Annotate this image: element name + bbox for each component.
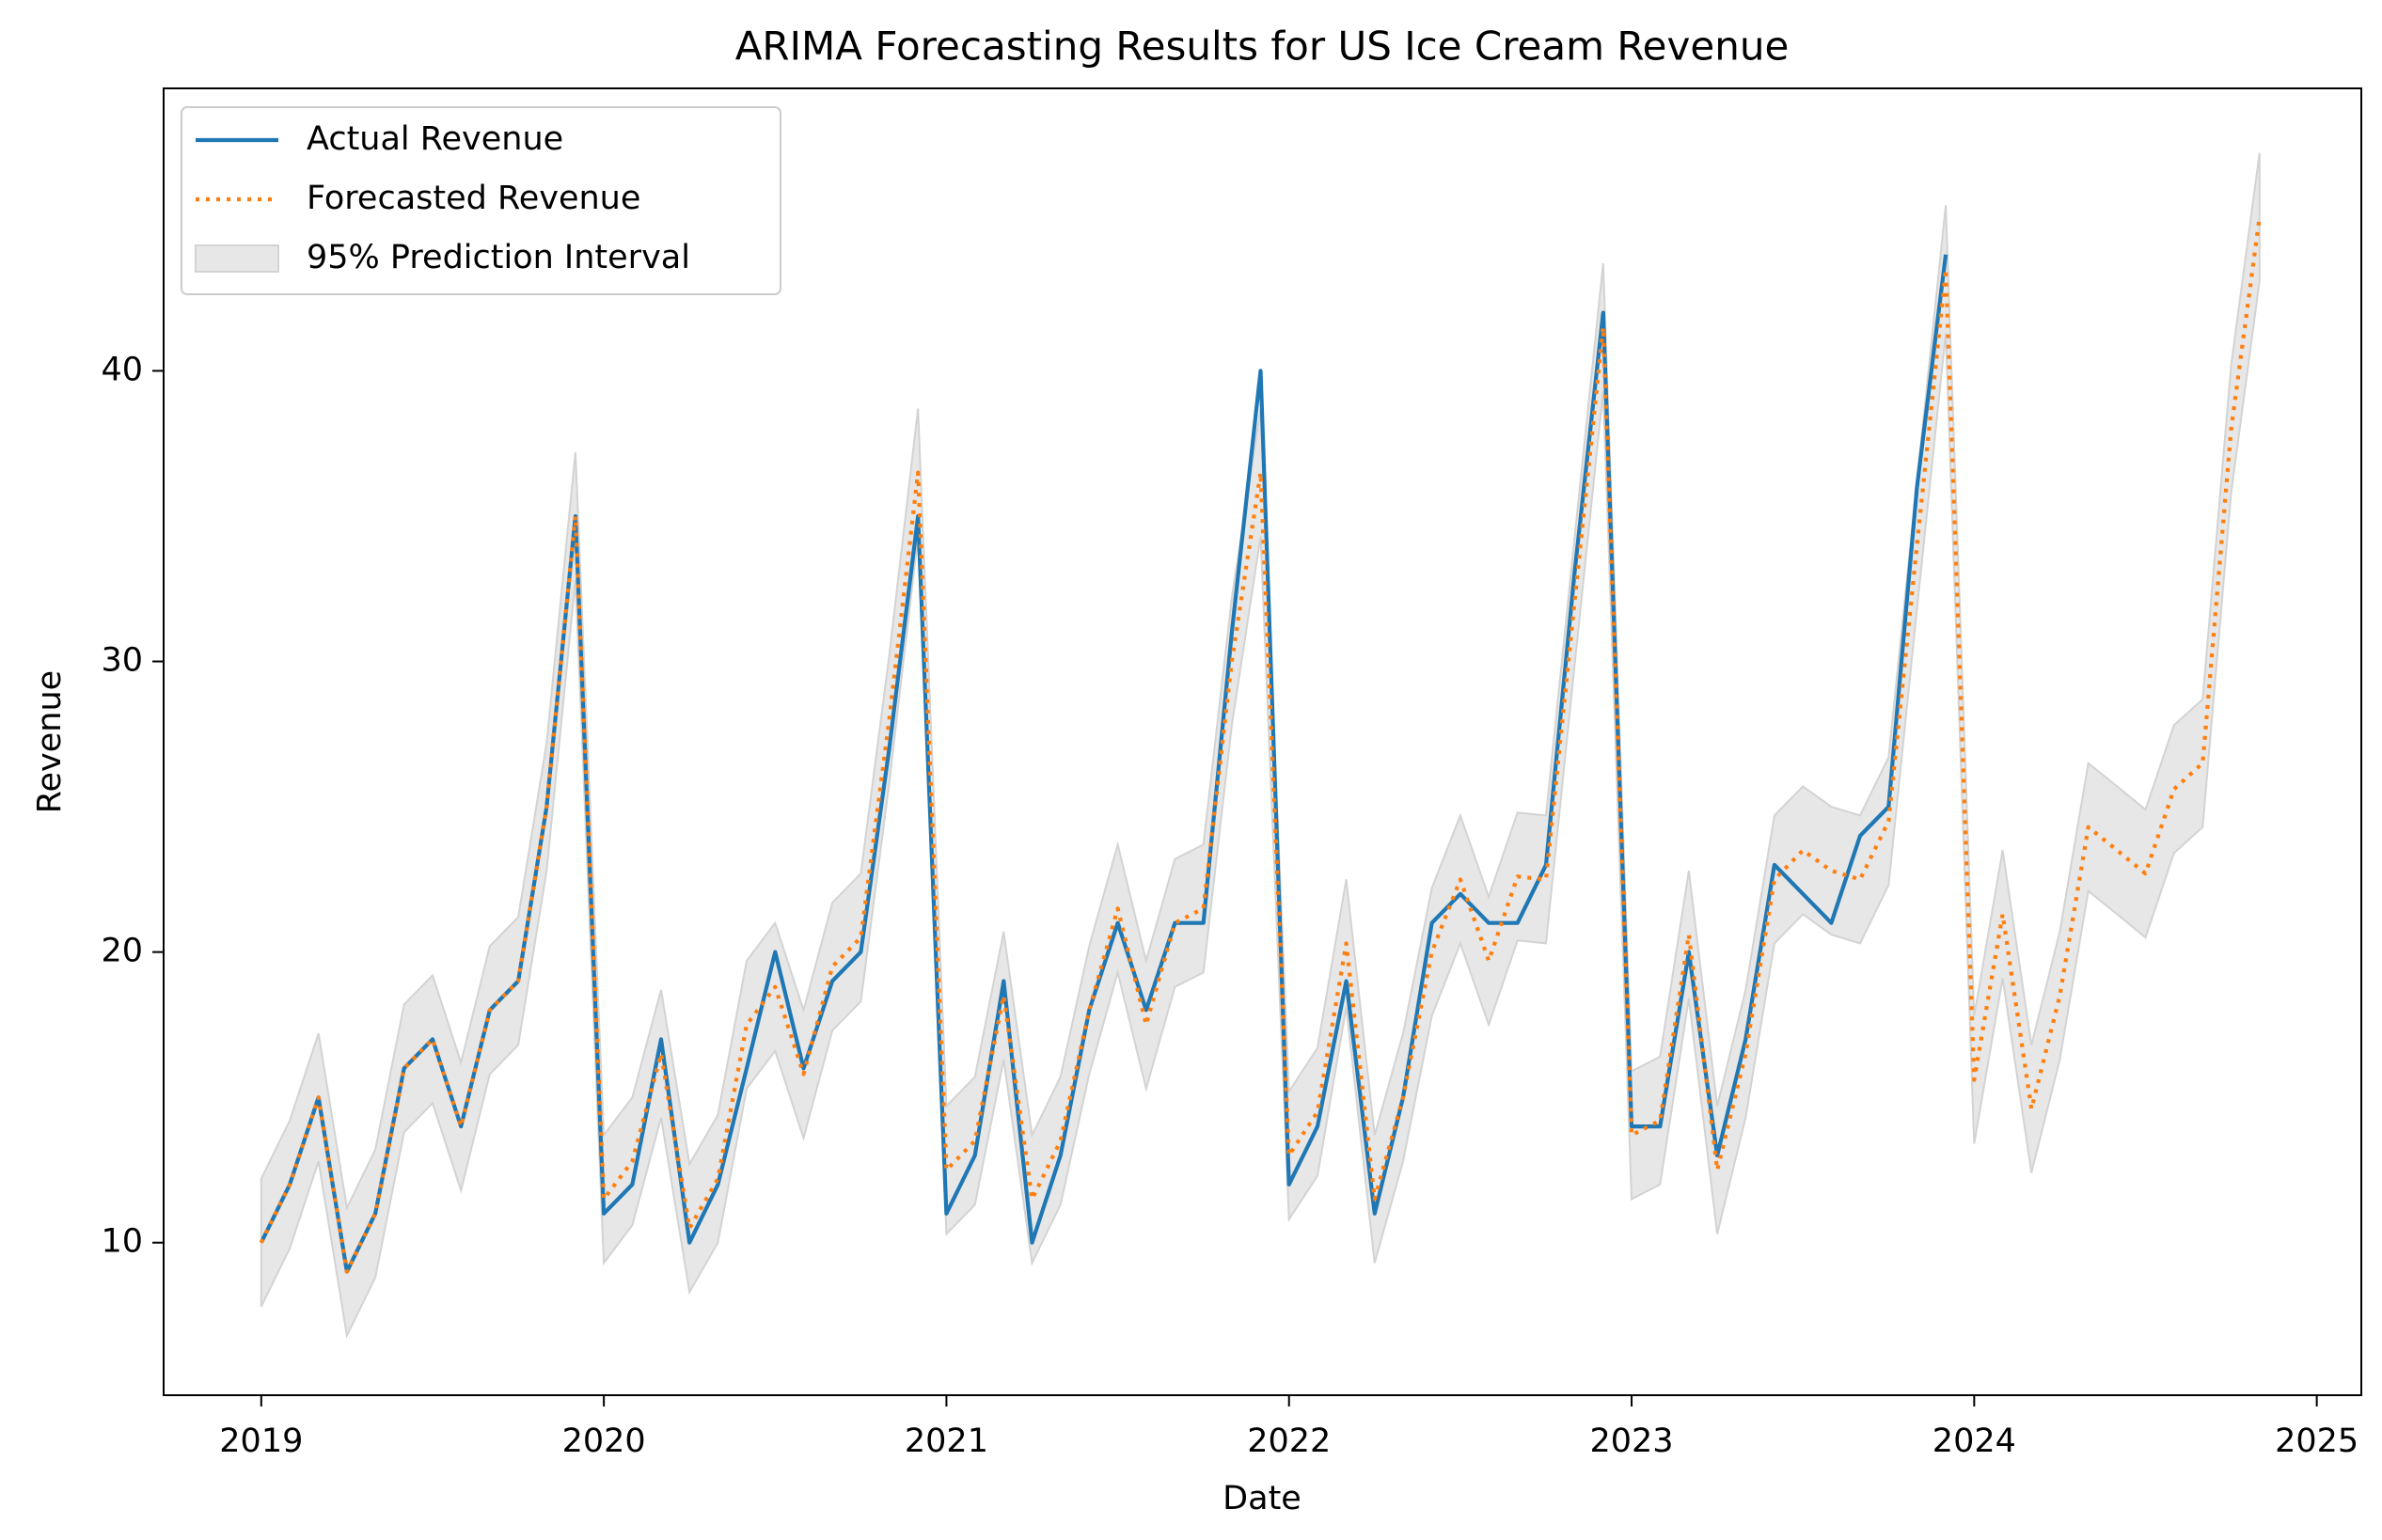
x-tick-label: 2025 [2275,1422,2358,1460]
y-tick-label: 20 [101,933,143,970]
chart-title: ARIMA Forecasting Results for US Ice Cre… [735,24,1790,70]
legend-swatch [195,244,279,273]
x-axis-label: Date [1223,1480,1301,1517]
x-tick-label: 2021 [905,1422,988,1460]
legend-label: Forecasted Revenue [307,180,640,217]
y-tick-label: 30 [101,642,143,680]
legend-box [181,106,781,295]
axes-frame [163,87,2362,1396]
x-tick-label: 2022 [1247,1422,1331,1460]
x-tick-label: 2023 [1589,1422,1673,1460]
y-tick-label: 10 [101,1223,143,1261]
x-tick-label: 2019 [219,1422,303,1460]
x-tick-label: 2020 [562,1422,646,1460]
legend: Actual Revenue Forecasted Revenue 95% Pred… [181,106,781,295]
plot-area [259,152,2262,1339]
y-tick-label: 40 [101,351,143,388]
prediction-band [260,152,2261,1339]
y-axis-label: Revenue [31,670,69,813]
x-tick-label: 2024 [1932,1422,2016,1460]
legend-label: 95% Prediction Interval [307,239,690,276]
legend-label: Actual Revenue [307,120,563,158]
